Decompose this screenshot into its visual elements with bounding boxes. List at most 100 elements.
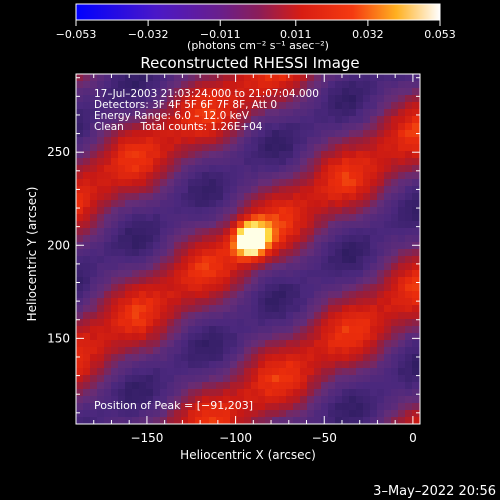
heat-pixel [90, 130, 97, 137]
heat-pixel [328, 207, 335, 214]
heat-pixel [307, 319, 314, 326]
heat-pixel [363, 109, 370, 116]
heat-pixel [377, 144, 384, 151]
heat-pixel [111, 102, 118, 109]
heat-pixel [370, 186, 377, 193]
heat-pixel [111, 263, 118, 270]
colorbar-tick-label: 0.053 [424, 28, 456, 41]
heat-pixel [237, 389, 244, 396]
heat-pixel [377, 403, 384, 410]
heat-pixel [377, 361, 384, 368]
heat-pixel [237, 186, 244, 193]
heat-pixel [293, 312, 300, 319]
heat-pixel [139, 179, 146, 186]
heat-pixel [244, 200, 251, 207]
heat-pixel [279, 284, 286, 291]
heat-pixel [398, 130, 405, 137]
heat-pixel [83, 130, 90, 137]
heat-pixel [342, 130, 349, 137]
heat-pixel [377, 305, 384, 312]
heat-pixel [412, 165, 419, 172]
heat-pixel [370, 172, 377, 179]
heat-pixel [349, 207, 356, 214]
heat-pixel [321, 151, 328, 158]
heat-pixel [118, 186, 125, 193]
heat-pixel [188, 235, 195, 242]
heat-pixel [139, 81, 146, 88]
heat-pixel [398, 382, 405, 389]
heat-pixel [125, 403, 132, 410]
heat-pixel [314, 165, 321, 172]
heat-pixel [153, 389, 160, 396]
heat-pixel [111, 417, 118, 424]
heat-pixel [272, 284, 279, 291]
heat-pixel [181, 81, 188, 88]
heat-pixel [146, 165, 153, 172]
heat-pixel [188, 130, 195, 137]
heat-pixel [251, 361, 258, 368]
heat-pixel [76, 81, 83, 88]
heat-pixel [286, 74, 293, 81]
heat-pixel [118, 354, 125, 361]
heat-pixel [195, 102, 202, 109]
heat-pixel [286, 200, 293, 207]
heat-pixel [272, 249, 279, 256]
heat-pixel [391, 221, 398, 228]
heat-pixel [363, 95, 370, 102]
heat-pixel [97, 333, 104, 340]
heat-pixel [293, 228, 300, 235]
heat-pixel [118, 172, 125, 179]
heat-pixel [230, 242, 237, 249]
heat-pixel [167, 305, 174, 312]
heat-pixel [132, 221, 139, 228]
heat-pixel [391, 312, 398, 319]
heat-pixel [363, 291, 370, 298]
heat-pixel [146, 102, 153, 109]
heat-pixel [328, 396, 335, 403]
heat-pixel [216, 298, 223, 305]
heat-pixel [188, 389, 195, 396]
heat-pixel [174, 382, 181, 389]
heat-pixel [314, 375, 321, 382]
heat-pixel [412, 221, 419, 228]
heat-pixel [335, 109, 342, 116]
heat-pixel [174, 403, 181, 410]
heat-pixel [195, 256, 202, 263]
heat-pixel [300, 389, 307, 396]
heat-pixel [398, 214, 405, 221]
heat-pixel [104, 158, 111, 165]
heat-pixel [405, 326, 412, 333]
heat-pixel [188, 403, 195, 410]
heat-pixel [384, 214, 391, 221]
heat-pixel [412, 193, 419, 200]
heat-pixel [132, 396, 139, 403]
heat-pixel [384, 270, 391, 277]
heat-pixel [251, 340, 258, 347]
heat-pixel [363, 179, 370, 186]
heat-pixel [216, 200, 223, 207]
heat-pixel [370, 256, 377, 263]
heat-pixel [104, 340, 111, 347]
heat-pixel [244, 221, 251, 228]
heat-pixel [244, 417, 251, 424]
heat-pixel [167, 81, 174, 88]
heat-pixel [321, 340, 328, 347]
heat-pixel [370, 200, 377, 207]
heat-pixel [167, 361, 174, 368]
heat-pixel [167, 340, 174, 347]
heat-pixel [279, 417, 286, 424]
heat-pixel [181, 270, 188, 277]
heat-pixel [167, 396, 174, 403]
heat-pixel [258, 347, 265, 354]
heat-pixel [195, 74, 202, 81]
heat-pixel [377, 326, 384, 333]
heat-pixel [258, 102, 265, 109]
heat-pixel [258, 340, 265, 347]
heat-pixel [258, 249, 265, 256]
heat-pixel [356, 81, 363, 88]
heat-pixel [251, 109, 258, 116]
heat-pixel [111, 277, 118, 284]
heat-pixel [90, 221, 97, 228]
heat-pixel [328, 200, 335, 207]
heat-pixel [139, 165, 146, 172]
